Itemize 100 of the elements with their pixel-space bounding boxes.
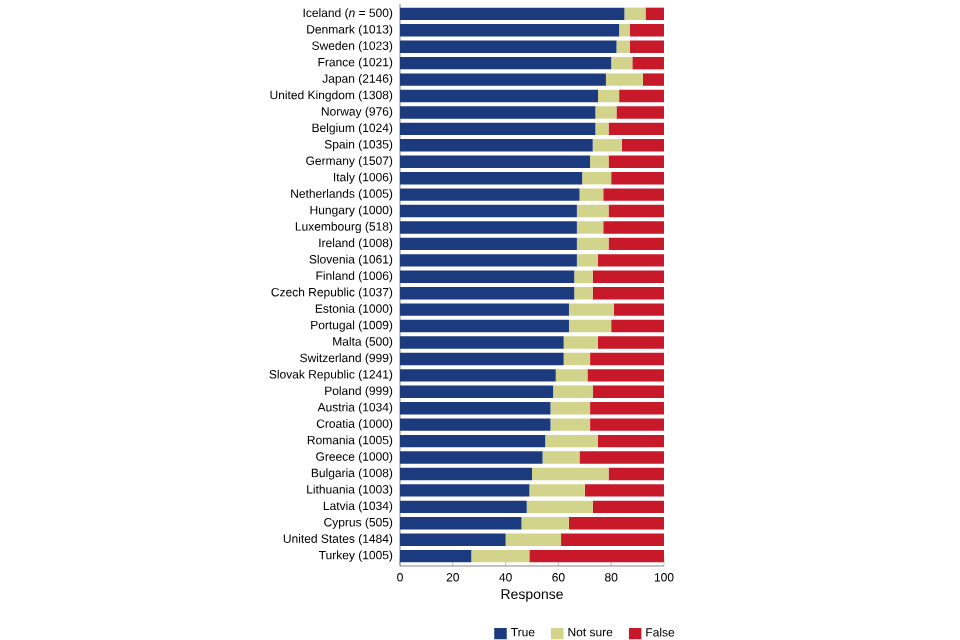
bar [400,336,564,349]
bar [563,352,591,366]
bar [400,106,596,119]
bar [608,155,664,168]
bar [400,500,527,514]
bar [592,500,664,514]
bar [568,517,664,530]
bar [400,385,554,398]
bar [400,434,546,448]
bar [400,533,506,546]
bar [400,56,612,70]
bar [400,418,551,431]
bar [645,7,664,21]
bar [598,434,664,448]
bar [616,40,630,53]
bar [550,402,591,415]
bar [400,549,472,563]
bar [619,89,664,103]
bar [579,451,664,464]
bar [576,221,604,234]
bar [400,369,556,382]
bar [400,204,577,218]
bar [629,24,664,37]
bar [400,237,577,251]
bar [400,319,569,333]
bar [400,122,596,136]
bar [400,7,625,21]
bar [400,270,575,283]
bar [400,139,593,152]
bar [568,319,612,333]
bar [605,73,643,86]
bar [595,122,609,136]
bar [400,73,606,86]
bar [400,402,551,415]
bar [568,303,614,316]
bar [400,517,522,530]
bar [553,385,593,398]
bar [400,188,580,201]
bar [400,484,530,497]
bar [611,319,664,333]
bar [574,270,593,283]
bar [579,188,604,201]
bar [400,171,583,185]
bar [532,467,609,481]
bar [574,287,593,300]
bar [584,484,664,497]
bar [590,418,664,431]
bar [576,204,609,218]
bar [587,369,664,382]
bar [561,533,664,546]
bar [582,171,612,185]
bar [400,467,532,481]
bar [592,270,664,283]
bar [590,402,664,415]
bar [608,467,664,481]
bar [526,500,593,514]
bar [608,204,664,218]
bar [619,24,630,37]
bar [613,303,664,316]
bar [400,89,598,103]
bar [400,451,543,464]
bar [400,303,569,316]
bar [529,549,664,563]
bar [590,352,664,366]
bar [608,122,664,136]
bar [595,106,617,119]
bar [621,139,664,152]
bar [545,434,598,448]
bar [529,484,585,497]
bar [471,549,530,563]
bar [400,155,591,168]
bar [603,188,664,201]
bar [400,24,620,37]
bar [608,237,664,251]
bar [598,254,664,267]
bar [400,254,577,267]
bar [590,155,609,168]
bar [629,40,664,53]
bar [592,139,622,152]
bar [505,533,562,546]
bar [400,287,575,300]
bar [611,56,633,70]
bar [576,254,598,267]
bar [521,517,569,530]
bar [542,451,580,464]
bar [632,56,664,70]
bar [576,237,609,251]
bar [603,221,664,234]
bar [611,171,664,185]
bar [624,7,646,21]
bar [555,369,588,382]
bar [400,221,577,234]
bar [598,89,620,103]
bar [400,352,564,366]
bar [592,287,664,300]
bar [400,40,617,53]
bar [563,336,598,349]
bar [616,106,664,119]
bar [642,73,664,86]
bar [592,385,664,398]
